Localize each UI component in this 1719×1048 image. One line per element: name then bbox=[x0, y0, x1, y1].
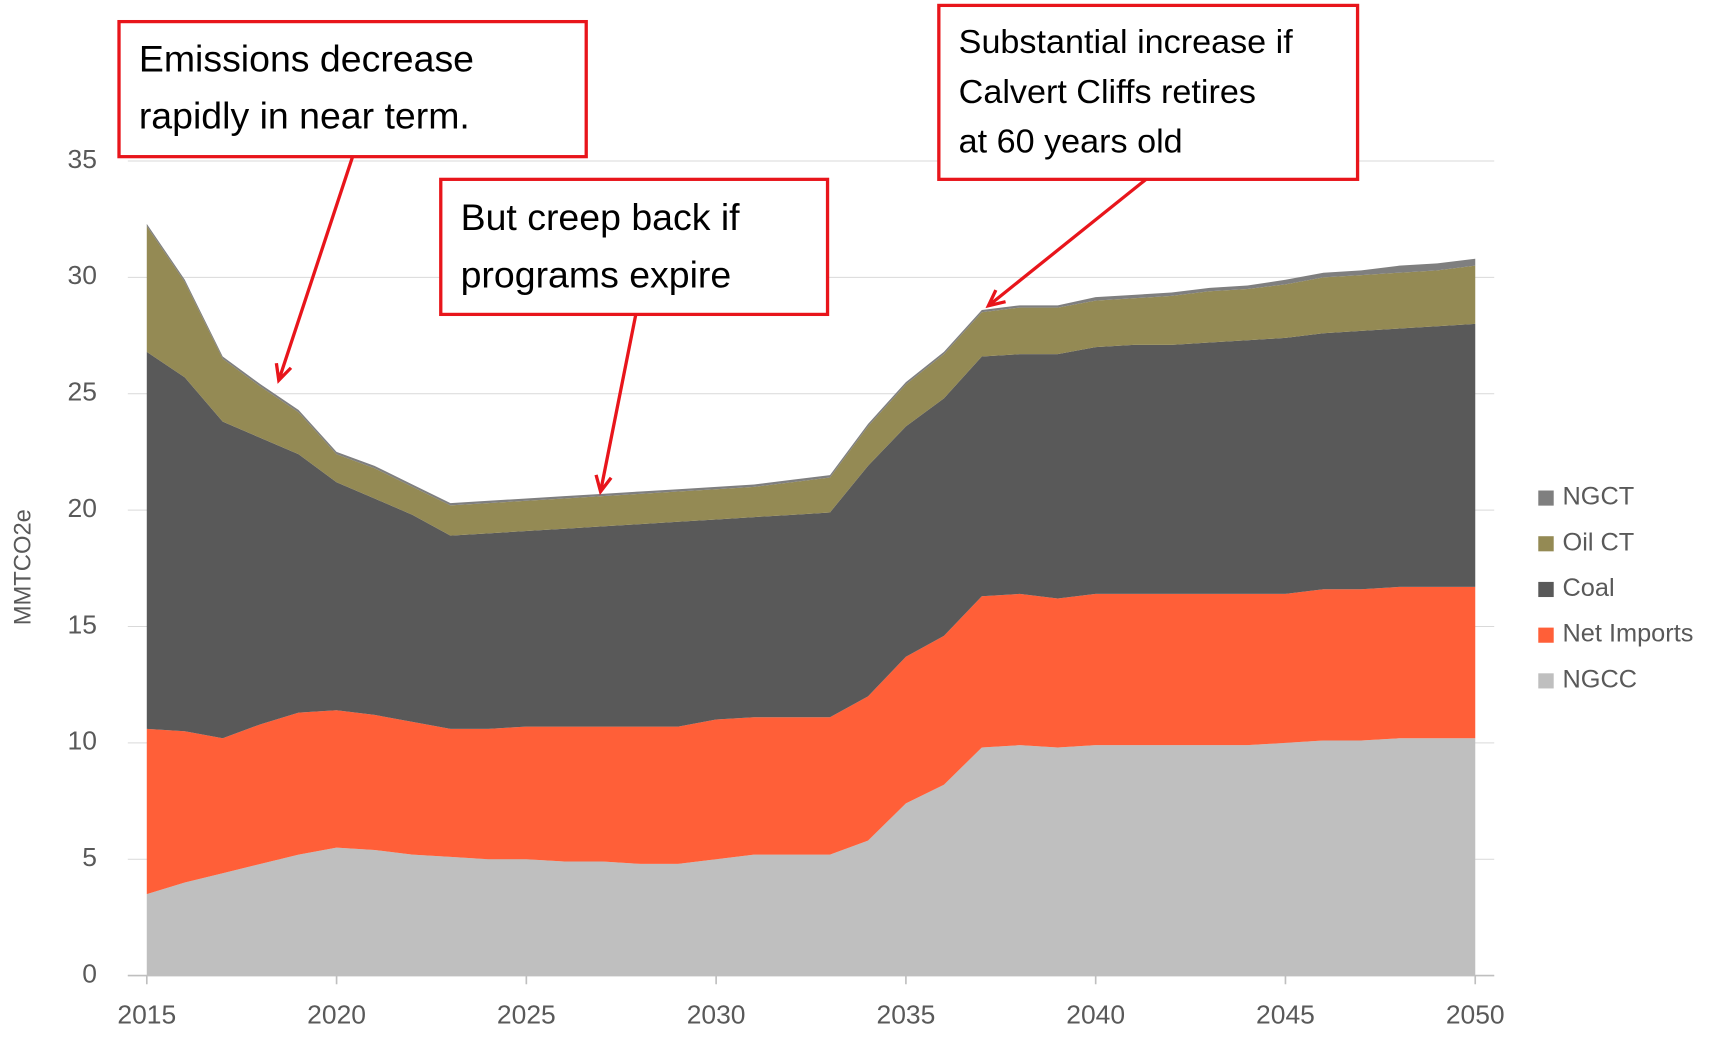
legend-label: NGCT bbox=[1563, 483, 1635, 511]
legend-swatch bbox=[1538, 490, 1554, 506]
y-tick-label: 15 bbox=[68, 610, 97, 640]
annotation-text: at 60 years old bbox=[959, 123, 1183, 161]
annotation-text: programs expire bbox=[461, 254, 732, 296]
annotation: Substantial increase if Calvert Cliffs re… bbox=[937, 3, 1360, 309]
x-tick-label: 2035 bbox=[877, 1000, 936, 1030]
x-tick-label: 2025 bbox=[497, 1000, 556, 1030]
legend-label: Coal bbox=[1563, 574, 1615, 602]
area bbox=[146, 223, 1476, 506]
y-tick-label: 30 bbox=[68, 260, 97, 290]
legend-swatch bbox=[1538, 673, 1554, 689]
annotation-box bbox=[117, 19, 588, 159]
legend-label: Oil CT bbox=[1563, 529, 1635, 557]
annotation-text: Calvert Cliffs retires bbox=[959, 73, 1256, 111]
y-axis-label: MMTCO2e bbox=[9, 509, 36, 625]
y-tick-label: 10 bbox=[68, 726, 97, 756]
area bbox=[146, 226, 1476, 536]
annotation-arrow bbox=[598, 314, 638, 492]
area bbox=[146, 586, 1476, 895]
annotation-arrow bbox=[987, 178, 1148, 308]
legend-label: NGCC bbox=[1563, 666, 1638, 694]
y-tick-label: 25 bbox=[68, 377, 97, 407]
arrow-head bbox=[985, 289, 1006, 309]
x-tick-label: 2045 bbox=[1256, 1000, 1315, 1030]
x-tick-label: 2020 bbox=[307, 1000, 366, 1030]
legend-swatch bbox=[1538, 536, 1554, 552]
legend-swatch bbox=[1538, 581, 1554, 598]
legend-item: Net Imports bbox=[1538, 620, 1693, 648]
legend-swatch bbox=[1538, 627, 1554, 643]
annotation-box bbox=[439, 177, 830, 317]
legend-item: NGCT bbox=[1538, 483, 1634, 511]
x-tick-label: 2015 bbox=[117, 1000, 176, 1030]
arrow-head bbox=[594, 474, 613, 496]
arrow-head bbox=[274, 362, 293, 384]
annotation: But creep back if programs expire bbox=[439, 177, 830, 496]
x-tick-label: 2030 bbox=[687, 1000, 746, 1030]
annotation: Emissions decrease rapidly in near term. bbox=[117, 19, 588, 384]
legend-label: Net Imports bbox=[1563, 620, 1694, 648]
x-tick-label: 2050 bbox=[1446, 1000, 1505, 1030]
annotation-text: But creep back if bbox=[461, 196, 741, 238]
area bbox=[146, 738, 1476, 976]
y-tick-label: 20 bbox=[68, 493, 97, 523]
annotation-text: rapidly in near term. bbox=[139, 95, 470, 137]
area bbox=[146, 323, 1476, 739]
annotation-box bbox=[937, 3, 1360, 181]
y-tick-label: 5 bbox=[82, 842, 97, 872]
annotation-text: Substantial increase if bbox=[959, 23, 1294, 61]
annotation-text: Emissions decrease bbox=[139, 38, 474, 80]
legend-item: NGCC bbox=[1538, 666, 1638, 694]
legend-item: Coal bbox=[1538, 574, 1615, 602]
x-tick-label: 2040 bbox=[1066, 1000, 1125, 1030]
y-tick-label: 35 bbox=[68, 144, 97, 174]
legend-item: Oil CT bbox=[1538, 529, 1635, 557]
y-tick-label: 0 bbox=[82, 959, 97, 989]
annotation-arrow bbox=[277, 156, 355, 381]
